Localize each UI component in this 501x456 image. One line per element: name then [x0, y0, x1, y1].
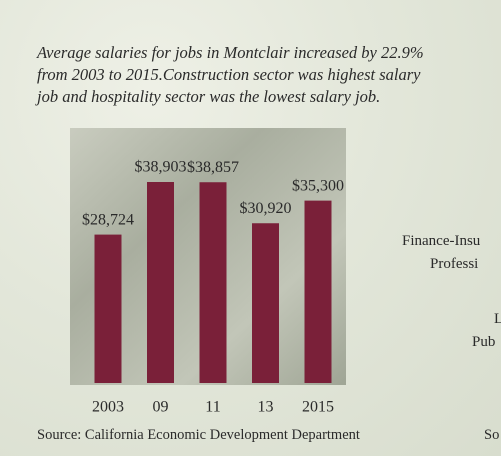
source: So — [484, 427, 500, 443]
side-label: L — [494, 311, 501, 327]
x-tick-label: 11 — [205, 399, 220, 416]
bar — [252, 223, 279, 383]
value-label: $30,920 — [240, 200, 292, 217]
x-tick-label: 09 — [153, 399, 169, 416]
subtitle-line: from 2003 to 2015.Construction sector wa… — [37, 65, 421, 84]
x-tick-label: 2015 — [302, 399, 334, 416]
subtitle: Average salaries for jobs in Montclair i… — [37, 42, 501, 108]
side-label: Finance-Insu — [402, 233, 481, 249]
subtitle-line: Average salaries for jobs in Montclair i… — [37, 43, 424, 62]
source: Source: California Economic Development … — [37, 427, 360, 443]
value-label: $38,857 — [187, 159, 239, 176]
bar — [147, 182, 174, 383]
x-tick-label: 2003 — [92, 399, 124, 416]
bar — [94, 234, 122, 383]
value-label: $28,724 — [82, 211, 134, 228]
side-label: Pub — [472, 334, 496, 350]
side-label: Professi — [430, 256, 479, 272]
x-tick-label: 13 — [258, 399, 274, 416]
bar — [304, 200, 332, 383]
subtitle-line: job and hospitality sector was the lowes… — [37, 87, 381, 106]
value-label: $38,903 — [135, 159, 187, 176]
value-label: $35,300 — [292, 177, 344, 194]
bar — [199, 182, 227, 383]
